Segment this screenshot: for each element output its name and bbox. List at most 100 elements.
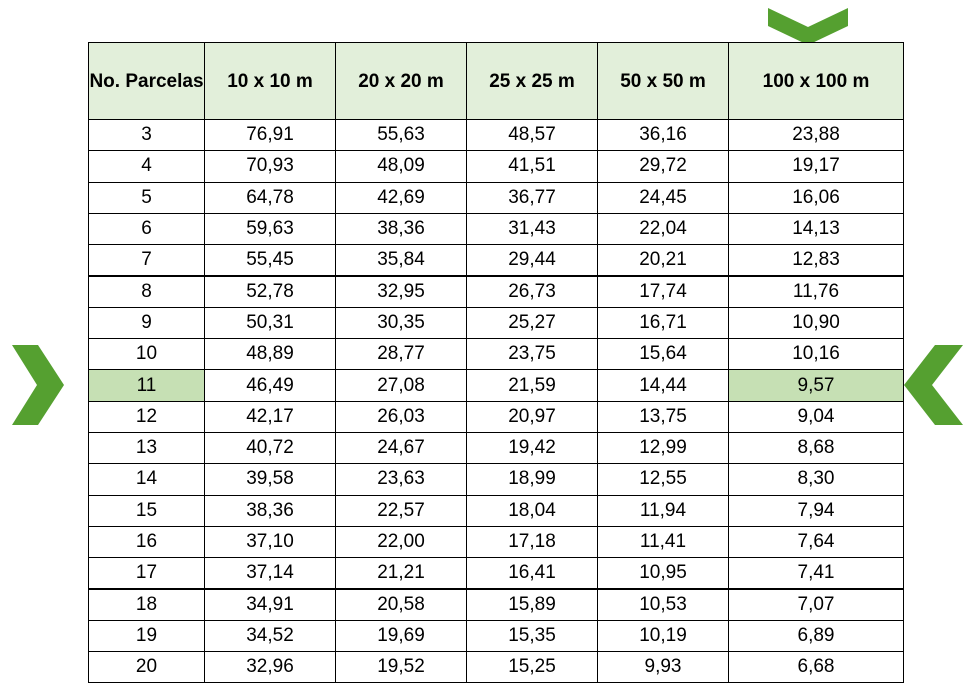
table-cell: 16,06 [728,181,904,214]
table-cell: 23,88 [728,119,904,152]
table-cell: 13,75 [597,400,729,433]
table-cell: 11,41 [597,525,729,559]
table-cell: 42,69 [335,181,467,214]
table-cell: 55,45 [204,244,336,277]
table-cell: 28,77 [335,338,467,371]
table-cell: 34,91 [204,588,336,621]
table-cell: 16 [88,525,205,559]
table-cell: 7,07 [728,588,904,621]
table-cell: 14,13 [728,212,904,246]
table-cell: 40,72 [204,432,336,465]
table-cell: 6,89 [728,619,904,653]
table-cell: 31,43 [466,212,598,246]
table-cell: 76,91 [204,119,336,152]
table-cell: 9,93 [597,651,729,683]
table-cell: 15,64 [597,338,729,371]
table-cell: 10,16 [728,338,904,371]
table-cell: 38,36 [335,212,467,246]
table-cell: 39,58 [204,463,336,496]
table-cell: 35,84 [335,244,467,277]
table-cell: 12 [88,400,205,433]
table-cell: 48,09 [335,150,467,183]
table-cell: 24,67 [335,432,467,465]
table-cell: 20,58 [335,588,467,621]
table-cell: 19,17 [728,150,904,183]
header-cell: 25 x 25 m [466,42,598,120]
left-arrow [904,345,963,425]
down-arrow [768,8,848,45]
table-cell: 27,08 [335,369,467,402]
table-cell: 29,72 [597,150,729,183]
table-cell: 20,21 [597,244,729,277]
table-cell: 19,42 [466,432,598,465]
table-cell: 32,96 [204,651,336,683]
table-cell: 21,59 [466,369,598,402]
table-cell: 9,57 [728,369,904,402]
table-cell: 20 [88,651,205,683]
table-cell: 10,53 [597,588,729,621]
table-cell: 15,89 [466,588,598,621]
table-cell: 34,52 [204,619,336,653]
table-cell: 7,94 [728,494,904,527]
table-cell: 46,49 [204,369,336,402]
table-cell: 48,57 [466,119,598,152]
table-cell: 8,68 [728,432,904,465]
table-cell: 17,18 [466,525,598,559]
table-cell: 52,78 [204,275,336,308]
table-cell: 19,69 [335,619,467,653]
table-cell: 23,63 [335,463,467,496]
table-cell: 11,76 [728,275,904,308]
table-cell: 11 [88,369,205,402]
table-cell: 7 [88,244,205,277]
table-cell: 6 [88,212,205,246]
table-cell: 21,21 [335,557,467,590]
table-cell: 23,75 [466,338,598,371]
table-cell: 24,45 [597,181,729,214]
table-cell: 5 [88,181,205,214]
table-cell: 10,90 [728,306,904,340]
table-cell: 30,35 [335,306,467,340]
table-cell: 64,78 [204,181,336,214]
table-cell: 10 [88,338,205,371]
table-cell: 26,73 [466,275,598,308]
table-cell: 14 [88,463,205,496]
header-cell: 100 x 100 m [728,42,904,120]
header-cell: 50 x 50 m [597,42,729,120]
table-cell: 32,95 [335,275,467,308]
table-cell: 7,41 [728,557,904,590]
table-cell: 36,77 [466,181,598,214]
table-cell: 16,41 [466,557,598,590]
table-cell: 3 [88,119,205,152]
table-cell: 50,31 [204,306,336,340]
table-cell: 12,99 [597,432,729,465]
table-cell: 38,36 [204,494,336,527]
table-cell: 10,19 [597,619,729,653]
table-cell: 12,83 [728,244,904,277]
table-cell: 17 [88,557,205,590]
table-cell: 22,57 [335,494,467,527]
table-cell: 22,00 [335,525,467,559]
header-cell: 10 x 10 m [204,42,336,120]
table-cell: 37,14 [204,557,336,590]
table-cell: 16,71 [597,306,729,340]
table-cell: 6,68 [728,651,904,683]
table-cell: 36,16 [597,119,729,152]
header-cell: 20 x 20 m [335,42,467,120]
table-cell: 70,93 [204,150,336,183]
table-cell: 25,27 [466,306,598,340]
table-cell: 15 [88,494,205,527]
table-cell: 22,04 [597,212,729,246]
table-cell: 9,04 [728,400,904,433]
right-arrow [12,345,64,425]
table-cell: 59,63 [204,212,336,246]
table-cell: 12,55 [597,463,729,496]
table-cell: 18,04 [466,494,598,527]
table-cell: 19,52 [335,651,467,683]
header-cell: No. Parcelas [88,42,205,120]
table-cell: 15,25 [466,651,598,683]
table-cell: 42,17 [204,400,336,433]
table-cell: 14,44 [597,369,729,402]
table-cell: 10,95 [597,557,729,590]
table-cell: 18,99 [466,463,598,496]
